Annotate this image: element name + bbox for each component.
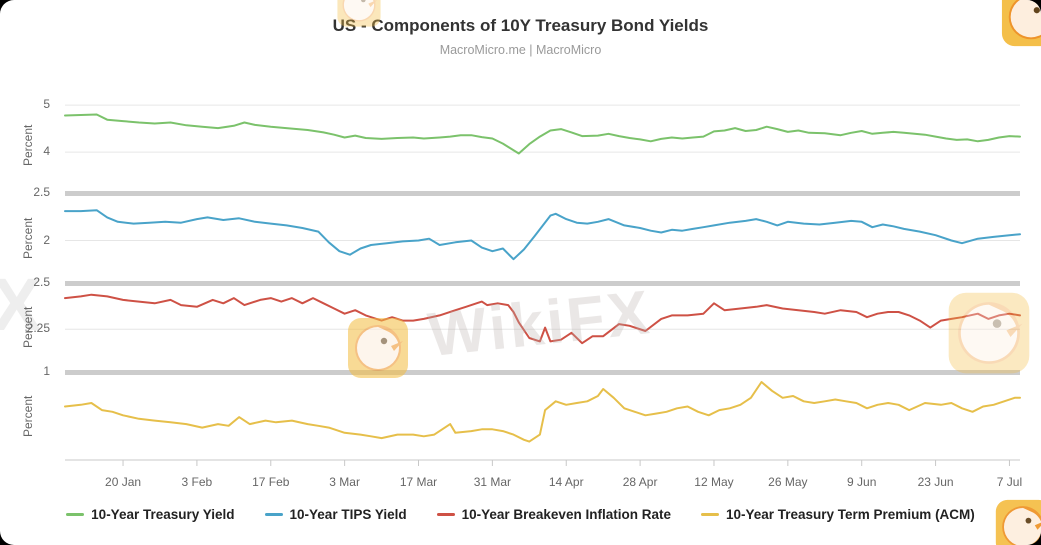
legend-item-treasury-yield[interactable]: 10-Year Treasury Yield <box>66 507 235 522</box>
y-axis-title-panel3: Percent <box>21 306 35 348</box>
legend-item-tips-yield[interactable]: 10-Year TIPS Yield <box>264 507 407 522</box>
y-axis-title-panel4: Percent <box>21 395 35 437</box>
legend-item-term-premium[interactable]: 10-Year Treasury Term Premium (ACM) <box>700 507 975 522</box>
y-axis-title-panel2: Percent <box>21 217 35 259</box>
page-title: US - Components of 10Y Treasury Bond Yie… <box>332 16 709 35</box>
legend-item-breakeven-inflation[interactable]: 10-Year Breakeven Inflation Rate <box>436 507 671 522</box>
series-dash-icon <box>264 513 283 516</box>
y-axis-title-panel1: Percent <box>21 124 35 166</box>
series-dash-icon <box>66 513 85 516</box>
chart-subtitle: MacroMicro.me | MacroMicro <box>439 43 602 57</box>
series-dash-icon <box>700 513 719 516</box>
chart-legend: 10-Year Treasury Yield 10-Year TIPS Yiel… <box>0 507 1041 522</box>
series-dash-icon <box>436 513 455 516</box>
